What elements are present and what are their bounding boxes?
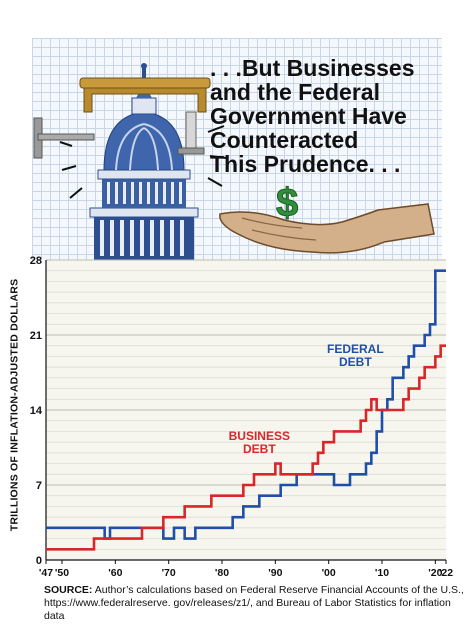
series-line-federal-debt xyxy=(46,269,446,540)
y-tick-label: 0 xyxy=(36,555,42,567)
series-annotation: BUSINESS DEBT xyxy=(229,429,290,456)
y-tick-label: 14 xyxy=(30,405,43,417)
headline-line: Government Have xyxy=(210,103,407,129)
x-tick-label: '80 xyxy=(215,567,229,579)
headline-line: . . .But Businesses xyxy=(210,55,415,81)
headline-line: This Prudence. . . xyxy=(210,151,401,177)
headline-line: Counteracted xyxy=(210,127,359,153)
series-annotation: FEDERAL DEBT xyxy=(327,342,384,369)
illustration-panel: $ . . .But Businesses and the Federal Go… xyxy=(32,38,442,260)
debt-chart: 0 7 14 21 28 '47'50 '60 '70 '80 '90 '00 '10 '20'22 F… xyxy=(0,252,474,582)
x-tick-label: '90 xyxy=(268,567,282,579)
y-tick-label: 28 xyxy=(30,255,42,267)
x-tick-label: '60 xyxy=(108,567,122,579)
open-hand-icon xyxy=(219,203,435,254)
x-tick-label: '50 xyxy=(55,567,69,579)
motion-lines-icon xyxy=(59,125,227,199)
x-tick-label: '70 xyxy=(162,567,176,579)
series-annotation-line: FEDERAL xyxy=(327,342,384,356)
tick-labels: 0 7 14 21 28 '47'50 '60 '70 '80 '90 '00 '10 '20'22 xyxy=(30,255,453,579)
series-annotation-line: BUSINESS xyxy=(229,429,290,443)
dollar-sign-icon: $ xyxy=(276,181,298,225)
x-tick-label: '47 xyxy=(39,567,53,579)
source-text: Author’s calculations based on Federal R… xyxy=(44,584,464,622)
x-tick-label: '00 xyxy=(322,567,336,579)
x-tick-label: '22 xyxy=(439,567,453,579)
x-tick-label: '20 xyxy=(428,567,442,579)
c-clamp-icon xyxy=(33,77,211,159)
source-label: SOURCE: xyxy=(44,584,93,596)
x-tick-label: '10 xyxy=(375,567,389,579)
headline: . . .But Businesses and the Federal Gove… xyxy=(210,56,438,176)
y-tick-label: 21 xyxy=(30,330,42,342)
series xyxy=(46,269,446,551)
series-line-business-debt xyxy=(46,344,446,551)
source-note: SOURCE: Author’s calculations based on F… xyxy=(44,584,464,623)
series-annotation-line: DEBT xyxy=(243,442,276,456)
y-tick-label: 7 xyxy=(36,480,42,492)
debt-chart-svg: 0 7 14 21 28 '47'50 '60 '70 '80 '90 '00 '10 '20'22 F… xyxy=(30,255,453,579)
series-annotation-line: DEBT xyxy=(339,355,372,369)
capitol-dome-icon xyxy=(89,63,199,260)
illustration-art: $ xyxy=(33,63,435,260)
headline-line: and the Federal xyxy=(210,79,380,105)
